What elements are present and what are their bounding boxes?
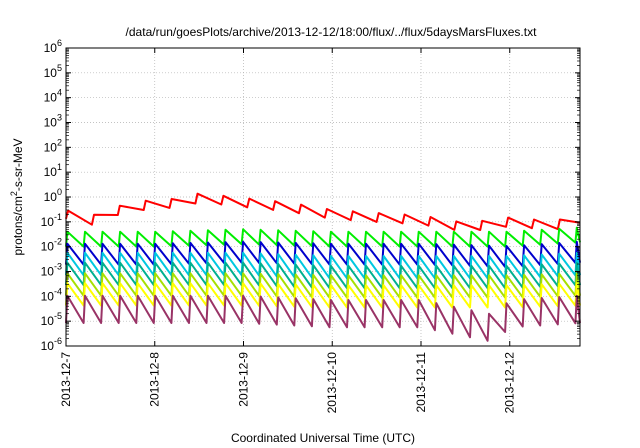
y-tick-label-base: 10 (41, 215, 55, 229)
y-axis-ticks: 10-610-510-410-310-210-11001011021031041… (41, 38, 580, 353)
y-tick-label-exp: -4 (54, 286, 62, 296)
y-tick-label-exp: 0 (57, 187, 62, 197)
y-tick-label-base: 10 (41, 265, 55, 279)
y-tick-label: 104 (44, 88, 62, 105)
y-tick-label-base: 10 (41, 339, 55, 353)
y-tick-label-exp: -5 (54, 311, 62, 321)
y-tick-label-exp: 1 (57, 162, 62, 172)
y-tick-label-exp: 5 (57, 63, 62, 73)
x-tick-label: 2013-12-8 (148, 352, 162, 407)
y-tick-label-base: 10 (44, 116, 58, 130)
y-tick-label: 10-4 (41, 286, 62, 303)
y-tick-label-base: 10 (44, 140, 58, 154)
y-tick-label: 10-5 (41, 311, 62, 328)
y-tick-label-exp: -6 (54, 336, 62, 346)
y-tick-label-base: 10 (44, 66, 58, 80)
chart-title: /data/run/goesPlots/archive/2013-12-12/1… (126, 25, 538, 39)
y-tick-label: 10-3 (41, 262, 62, 279)
series-line-green (65, 226, 581, 248)
y-tick-label-base: 10 (44, 190, 58, 204)
x-axis-ticks: 2013-12-7 2013-12-8 2013-12-9 2013-12-10 201… (59, 48, 517, 413)
series-layer (65, 192, 581, 342)
y-tick-label-base: 10 (41, 289, 55, 303)
x-tick-label: 2013-12-12 (503, 352, 517, 414)
y-axis-label-sup: 2 (9, 191, 19, 196)
y-tick-label-base: 10 (44, 165, 58, 179)
y-tick-label-exp: 3 (57, 113, 62, 123)
x-tick-label: 2013-12-10 (325, 352, 339, 414)
y-tick-label-base: 10 (44, 41, 58, 55)
y-axis-label: protons/cm2-s-sr-MeV (9, 138, 25, 255)
y-tick-label: 105 (44, 63, 62, 80)
y-tick-label-exp: -2 (54, 237, 62, 247)
y-tick-label-exp: -3 (54, 262, 62, 272)
x-axis-label: Coordinated Universal Time (UTC) (231, 431, 415, 445)
y-tick-label: 100 (44, 187, 62, 204)
x-tick-label: 2013-12-11 (414, 352, 428, 413)
y-tick-label: 10-1 (41, 212, 62, 229)
y-tick-label: 102 (44, 137, 62, 154)
x-tick-label: 2013-12-9 (236, 352, 250, 407)
y-tick-label-exp: 4 (57, 88, 62, 98)
y-tick-label: 10-2 (41, 237, 62, 254)
y-tick-label: 101 (44, 162, 62, 179)
series-line-red (65, 192, 581, 231)
y-tick-label: 103 (44, 113, 62, 130)
y-axis-label-main: protons/cm (11, 196, 25, 255)
y-tick-label-base: 10 (41, 240, 55, 254)
y-tick-label: 106 (44, 38, 62, 55)
series-line-purple (65, 294, 581, 342)
y-axis-label-rest: -s-sr-MeV (11, 138, 25, 191)
y-tick-label-exp: 2 (57, 137, 62, 147)
y-tick-label-exp: -1 (54, 212, 62, 222)
x-tick-label: 2013-12-7 (59, 352, 73, 407)
y-tick-label-base: 10 (44, 91, 58, 105)
y-tick-label-base: 10 (41, 314, 55, 328)
y-tick-label-exp: 6 (57, 38, 62, 48)
y-tick-label: 10-6 (41, 336, 62, 353)
